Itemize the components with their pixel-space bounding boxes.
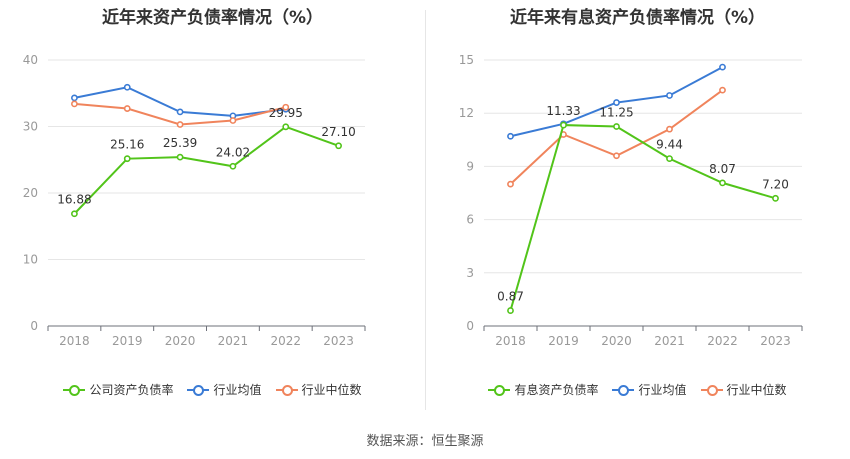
data-point-median [176,121,184,128]
data-point-median [507,180,514,188]
x-tick-label: 2019 [112,334,143,348]
legend-swatch-dot [706,384,718,396]
legend-label: 行业均值 [213,383,262,397]
legend-swatch-dot [618,384,630,396]
series-line-company [509,124,776,311]
data-point-avg [176,108,184,116]
x-tick-label: 2022 [270,334,301,348]
data-label: 11.25 [599,106,633,120]
data-label: 24.02 [216,145,250,159]
chart-panel-left: 近年来资产负债率情况（%） 0 10 20 30 40 2018 2019 2020 2021 2… [0,0,425,420]
y-tick-label: 0 [466,319,474,333]
y-tick-label: 0 [30,319,38,333]
legend-item-avg[interactable]: 行业均值 [187,381,262,398]
y-tick-label: 10 [23,253,38,267]
x-tick-label: 2020 [601,334,632,348]
series-line-company [73,125,339,215]
y-tick-label: 40 [23,53,38,67]
y-tick-label: 15 [459,53,474,67]
data-point-avg [613,99,620,106]
data-label: 7.20 [762,177,789,191]
data-label: 8.07 [709,162,736,176]
data-point-company [335,142,342,150]
legend-label: 行业中位数 [301,383,362,397]
data-source-note: 数据来源：恒生聚源 [366,434,484,449]
data-point-median [613,152,620,160]
x-tick-label: 2023 [760,334,791,348]
data-point-company [71,210,78,218]
data-label: 27.10 [321,125,355,139]
legend-swatch-icon [488,384,511,396]
legend-label: 公司资产负债率 [89,383,174,397]
x-tick-label: 2018 [59,334,90,348]
data-label: 25.16 [110,138,144,152]
data-point-company [772,194,779,202]
data-point-avg [666,92,673,99]
legend-item-median[interactable]: 行业中位数 [275,381,362,398]
data-point-median [229,117,237,124]
x-tick-label: 2021 [654,334,685,348]
y-tick-label: 3 [466,266,474,280]
data-point-avg [123,83,131,91]
legend-swatch-dot [69,384,81,396]
data-point-avg [719,63,726,71]
data-point-median [123,105,131,112]
data-point-company [176,153,184,161]
legend-swatch-icon [63,384,86,396]
y-tick-label: 30 [23,120,38,134]
legend-swatch-dot [494,384,506,396]
legend-label: 行业均值 [638,383,687,397]
x-tick-label: 2023 [323,334,354,348]
y-tick-label: 6 [466,213,474,227]
legend-label: 行业中位数 [726,383,787,397]
data-point-company [613,123,620,130]
chart-plot-area: 0 10 20 30 40 2018 2019 2020 2021 2022 2023 16.88 25… [23,53,366,348]
chart-plot-area: 0 3 6 9 12 15 2018 2019 2020 2021 2022 2023 0.87 11.3… [459,53,803,348]
legend-swatch-dot [281,384,293,396]
y-tick-label: 20 [23,186,38,200]
data-point-median [282,103,290,111]
chart-panel-right: 近年来有息资产负债率情况（%） 0 3 6 9 12 15 2018 2019 2020 2021… [425,0,850,420]
data-point-company [282,123,290,131]
x-tick-label: 2021 [218,334,249,348]
data-label: 16.88 [57,193,91,207]
y-tick-label: 12 [459,106,474,120]
data-point-company [507,307,514,314]
x-tick-label: 2022 [707,334,738,348]
legend-swatch-dot [193,384,205,396]
chart-title: 近年来资产负债率情况（%） [101,8,324,28]
data-point-avg [71,94,78,102]
data-label: 0.87 [497,290,524,304]
legend-swatch-icon [612,384,635,396]
data-point-avg [507,132,514,140]
legend-label: 有息资产负债率 [514,383,599,397]
x-tick-label: 2020 [165,334,196,348]
legend-swatch-icon [187,384,210,396]
legend-item-company[interactable]: 有息资产负债率 [488,381,598,398]
y-tick-label: 9 [466,159,474,173]
data-label: 9.44 [656,138,683,152]
panel-divider [425,10,426,410]
data-point-company [229,162,237,170]
data-label: 29.95 [269,106,303,120]
data-point-median [666,125,673,133]
x-tick-label: 2018 [495,334,526,348]
data-label: 25.39 [163,136,197,150]
chart-legend: 公司资产负债率 行业均值 行业中位数 [0,381,425,398]
data-point-median [71,100,78,108]
data-point-company [666,155,673,162]
legend-swatch-icon [700,384,723,396]
legend-swatch-icon [275,384,298,396]
data-point-median [719,86,726,94]
chart-title: 近年来有息资产负债率情况（%） [509,8,766,28]
data-label: 11.33 [546,104,580,118]
x-tick-label: 2019 [548,334,579,348]
data-point-company [560,121,567,129]
legend-item-median[interactable]: 行业中位数 [700,381,787,398]
legend-item-company[interactable]: 公司资产负债率 [63,381,173,398]
legend-item-avg[interactable]: 行业均值 [612,381,687,398]
chart-legend: 有息资产负债率 行业均值 行业中位数 [425,381,850,398]
data-point-company [719,179,726,187]
data-point-company [123,155,131,163]
